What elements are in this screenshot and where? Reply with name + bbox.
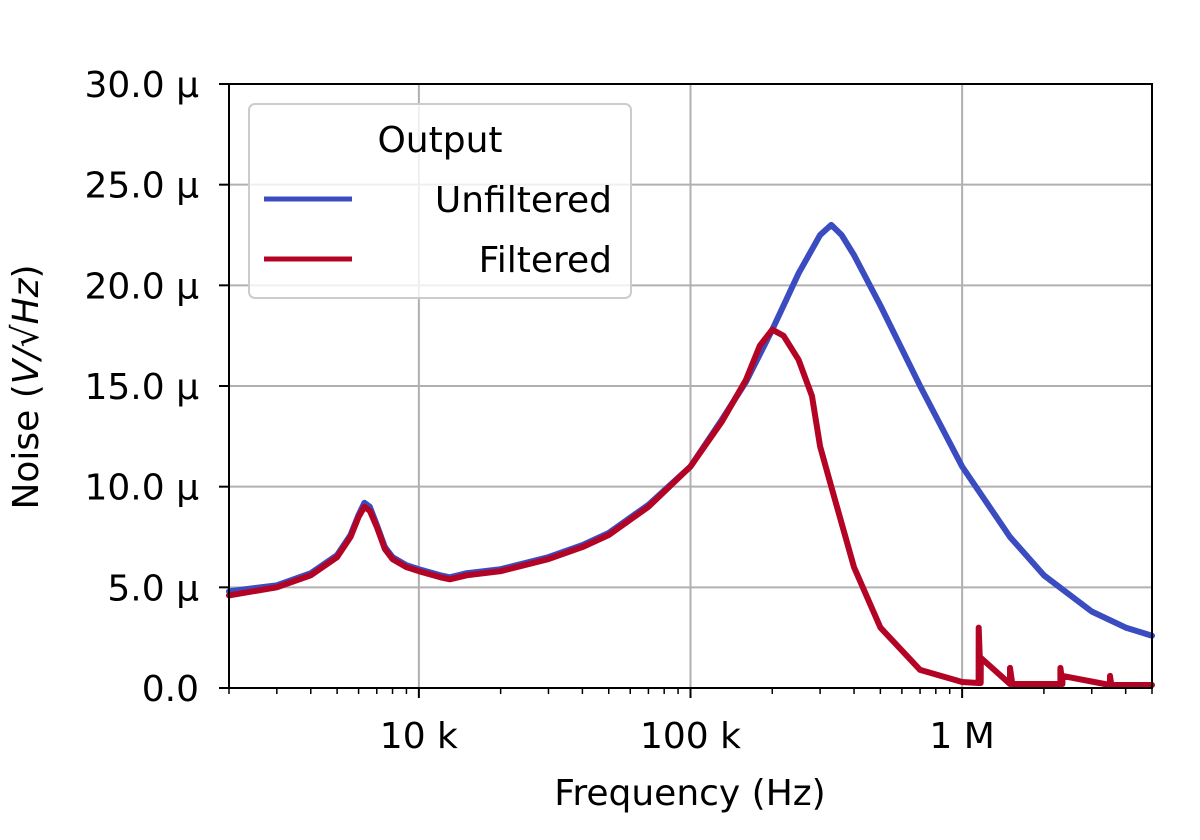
- legend-label-filtered: Filtered: [479, 240, 612, 281]
- x-tick-label: 10 k: [380, 716, 458, 757]
- y-tick-label: 10.0 μ: [84, 468, 199, 509]
- y-tick-label: 25.0 μ: [84, 166, 199, 207]
- legend: Output Unfiltered Filtered: [248, 103, 632, 299]
- y-axis-label: Noise (V/√Hz): [6, 264, 47, 509]
- y-axis-label-math: V/√Hz: [6, 277, 47, 384]
- legend-frame: [248, 103, 632, 299]
- y-axis-label-prefix: Noise (: [6, 384, 47, 509]
- y-tick-label: 15.0 μ: [84, 367, 199, 408]
- series-line-filtered: [226, 326, 1155, 688]
- series-layer: [226, 221, 1155, 688]
- legend-title: Output: [377, 120, 502, 161]
- legend-label-unfiltered: Unfiltered: [435, 180, 612, 221]
- y-tick-label: 30.0 μ: [84, 65, 199, 106]
- x-tick-label: 100 k: [640, 716, 741, 757]
- tick-layer: 0.0 5.0 μ 10.0 μ 15.0 μ 20.0 μ 25.0 μ 30.0 μ 10…: [84, 65, 1153, 757]
- y-axis-label-suffix: ): [6, 264, 47, 278]
- y-tick-label: 0.0: [142, 669, 199, 710]
- y-tick-label: 20.0 μ: [84, 266, 199, 307]
- x-axis-label: Frequency (Hz): [554, 773, 825, 814]
- x-tick-label: 1 M: [929, 716, 994, 757]
- y-tick-label: 5.0 μ: [107, 568, 199, 609]
